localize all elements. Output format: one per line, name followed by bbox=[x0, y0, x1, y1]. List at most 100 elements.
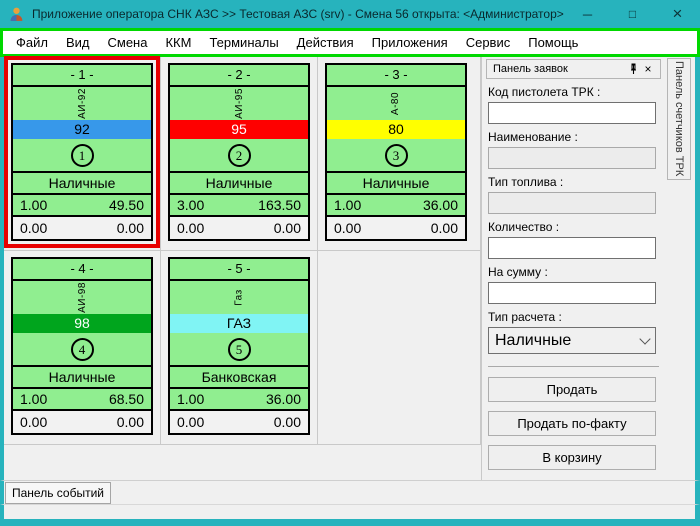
fuel-name-vertical: Газ bbox=[233, 289, 245, 306]
request-panel: Панель заявок × Код пистолета ТРК : Наим… bbox=[481, 57, 665, 480]
fuel-grade-bar: 80 bbox=[327, 120, 465, 139]
calc-type-dropdown[interactable]: Наличные bbox=[488, 327, 656, 354]
order-qty: 1.00 bbox=[334, 197, 362, 213]
right-tab-strip: Панель счетчиков ТРК bbox=[665, 57, 694, 480]
current-sum: 0.00 bbox=[116, 220, 144, 236]
payment-type: Наличные bbox=[170, 173, 308, 195]
pump-cell-1: - 1 - АИ-92 92 1 Наличные 1.00 49.50 0.0… bbox=[4, 56, 161, 251]
current-row: 0.00 0.00 bbox=[327, 217, 465, 239]
pump-number-header: - 3 - bbox=[327, 65, 465, 87]
nozzle-number-badge: 4 bbox=[70, 337, 94, 361]
current-qty: 0.00 bbox=[177, 220, 205, 236]
menu-bar-highlight: Файл Вид Смена ККМ Терминалы Действия Пр… bbox=[0, 28, 700, 57]
quantity-input[interactable] bbox=[488, 237, 656, 259]
current-qty: 0.00 bbox=[20, 414, 48, 430]
fuel-name-vertical: АИ-92 bbox=[76, 88, 88, 119]
tab-trk-counters-panel[interactable]: Панель счетчиков ТРК bbox=[667, 58, 691, 180]
current-sum: 0.00 bbox=[116, 414, 144, 430]
menu-bar: Файл Вид Смена ККМ Терминалы Действия Пр… bbox=[3, 31, 697, 54]
order-sum: 163.50 bbox=[258, 197, 301, 213]
separator bbox=[488, 366, 659, 367]
calc-type-label: Тип расчета : bbox=[488, 310, 562, 324]
menu-kkm[interactable]: ККМ bbox=[165, 35, 192, 50]
pump-panel-2[interactable]: - 2 - АИ-95 95 2 Наличные 3.00 163.50 0.… bbox=[168, 63, 310, 241]
nozzle-code-input[interactable] bbox=[488, 102, 656, 124]
close-icon[interactable]: × bbox=[672, 4, 683, 23]
menu-terminals[interactable]: Терминалы bbox=[209, 35, 279, 50]
quantity-label: Количество : bbox=[488, 220, 560, 234]
order-row: 3.00 163.50 bbox=[170, 195, 308, 217]
order-row: 1.00 36.00 bbox=[327, 195, 465, 217]
nozzle-number-badge: 1 bbox=[70, 143, 94, 167]
pump-panel-4[interactable]: - 4 - АИ-98 98 4 Наличные 1.00 68.50 0.0… bbox=[11, 257, 153, 435]
pump-cell-2: - 2 - АИ-95 95 2 Наличные 3.00 163.50 0.… bbox=[161, 57, 318, 251]
amount-input[interactable] bbox=[488, 282, 656, 304]
menu-help[interactable]: Помощь bbox=[528, 35, 579, 50]
fuel-type-label: Тип топлива : bbox=[488, 175, 564, 189]
menu-applications[interactable]: Приложения bbox=[371, 35, 448, 50]
current-row: 0.00 0.00 bbox=[13, 217, 151, 239]
payment-type: Наличные bbox=[13, 367, 151, 389]
order-qty: 1.00 bbox=[20, 391, 48, 407]
minimize-icon[interactable]: ─ bbox=[582, 6, 593, 22]
tab-trk-counters-label: Панель счетчиков ТРК bbox=[673, 61, 685, 177]
window-border bbox=[0, 519, 700, 526]
chevron-down-icon bbox=[639, 332, 651, 345]
order-sum: 36.00 bbox=[422, 197, 458, 213]
pump-panel-3[interactable]: - 3 - А-80 80 3 Наличные 1.00 36.00 0.00… bbox=[325, 63, 467, 241]
current-qty: 0.00 bbox=[177, 414, 205, 430]
request-panel-title: Панель заявок bbox=[493, 63, 568, 75]
order-qty: 1.00 bbox=[177, 391, 205, 407]
app-icon bbox=[10, 7, 23, 21]
pump-panel-1[interactable]: - 1 - АИ-92 92 1 Наличные 1.00 49.50 0.0… bbox=[4, 56, 160, 248]
order-row: 1.00 68.50 bbox=[13, 389, 151, 411]
order-row: 1.00 49.50 bbox=[13, 195, 151, 217]
amount-label: На сумму : bbox=[488, 265, 548, 279]
nozzle-number-badge: 3 bbox=[384, 143, 408, 167]
pump-number-header: - 5 - bbox=[170, 259, 308, 281]
menu-shift[interactable]: Смена bbox=[107, 35, 148, 50]
fuel-type-input bbox=[488, 192, 656, 214]
payment-type: Банковская bbox=[170, 367, 308, 389]
fuel-grade-bar: 95 bbox=[170, 120, 308, 139]
payment-type: Наличные bbox=[327, 173, 465, 195]
fuel-name-vertical: АИ-98 bbox=[76, 282, 88, 313]
menu-file[interactable]: Файл bbox=[16, 35, 48, 50]
nozzle-number-badge: 2 bbox=[227, 143, 251, 167]
fuel-grade-bar: 98 bbox=[13, 314, 151, 333]
pump-cell-empty bbox=[318, 251, 481, 445]
current-row: 0.00 0.00 bbox=[13, 411, 151, 433]
current-sum: 0.00 bbox=[273, 220, 301, 236]
pump-number-header: - 1 - bbox=[13, 65, 151, 87]
pump-panel-5[interactable]: - 5 - Газ ГАЗ 5 Банковская 1.00 36.00 0.… bbox=[168, 257, 310, 435]
current-row: 0.00 0.00 bbox=[170, 217, 308, 239]
nozzle-code-label: Код пистолета ТРК : bbox=[488, 85, 601, 99]
menu-actions[interactable]: Действия bbox=[296, 35, 354, 50]
order-row: 1.00 36.00 bbox=[170, 389, 308, 411]
to-cart-button[interactable]: В корзину bbox=[488, 445, 656, 470]
sell-button[interactable]: Продать bbox=[488, 377, 656, 402]
current-qty: 0.00 bbox=[20, 220, 48, 236]
pump-number-header: - 2 - bbox=[170, 65, 308, 87]
pump-number-header: - 4 - bbox=[13, 259, 151, 281]
menu-view[interactable]: Вид bbox=[65, 35, 90, 50]
menu-service[interactable]: Сервис bbox=[465, 35, 511, 50]
fuel-name-vertical: А-80 bbox=[390, 91, 402, 116]
pump-cell-3: - 3 - А-80 80 3 Наличные 1.00 36.00 0.00… bbox=[318, 57, 481, 251]
pin-icon[interactable] bbox=[626, 62, 640, 76]
pumps-area: - 1 - АИ-92 92 1 Наличные 1.00 49.50 0.0… bbox=[4, 56, 481, 480]
pump-cell-5: - 5 - Газ ГАЗ 5 Банковская 1.00 36.00 0.… bbox=[161, 251, 318, 445]
order-sum: 49.50 bbox=[108, 197, 144, 213]
name-label: Наименование : bbox=[488, 130, 578, 144]
sell-by-fact-button[interactable]: Продать по-факту bbox=[488, 411, 656, 436]
window-title: Приложение оператора СНК АЗС >> Тестовая… bbox=[32, 7, 564, 21]
order-sum: 68.50 bbox=[108, 391, 144, 407]
maximize-icon[interactable]: □ bbox=[628, 7, 637, 21]
name-input bbox=[488, 147, 656, 169]
current-sum: 0.00 bbox=[430, 220, 458, 236]
close-panel-icon[interactable]: × bbox=[644, 62, 652, 76]
tab-events-panel[interactable]: Панель событий bbox=[5, 482, 111, 504]
current-sum: 0.00 bbox=[273, 414, 301, 430]
title-bar: Приложение оператора СНК АЗС >> Тестовая… bbox=[0, 0, 700, 28]
pump-cell-4: - 4 - АИ-98 98 4 Наличные 1.00 68.50 0.0… bbox=[4, 251, 161, 445]
